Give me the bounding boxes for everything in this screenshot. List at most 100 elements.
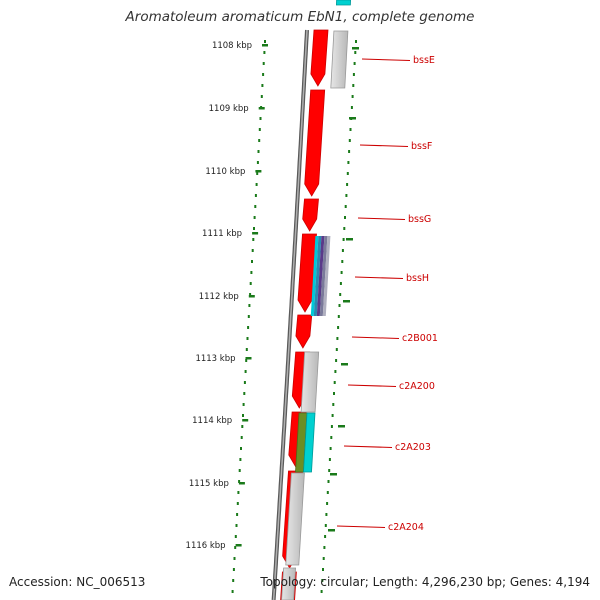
gc-dot-inner <box>247 315 250 318</box>
gc-dot-inner <box>249 282 252 285</box>
gc-dot-inner <box>256 161 259 164</box>
gc-dot-inner <box>245 359 248 362</box>
gc-dot-outer <box>328 469 331 472</box>
gene-label-c2A200: c2A200 <box>399 381 435 392</box>
gc-dot-inner <box>236 513 239 516</box>
kbp-tick-mark <box>235 544 242 547</box>
gc-dot-outer <box>327 480 330 483</box>
gene-leader-line <box>343 445 393 448</box>
gene-label-c2A204: c2A204 <box>388 522 424 533</box>
gene-label-bssG: bssG <box>408 214 431 225</box>
cds-red-4 <box>295 314 313 349</box>
gene-leader-line <box>359 144 409 147</box>
gc-dot-outer <box>322 557 325 560</box>
gc-dot-outer <box>346 172 349 175</box>
kbp-tick-mark <box>242 419 249 422</box>
gc-dot-inner <box>244 370 247 373</box>
gc-dot-inner <box>258 128 261 131</box>
gc-skew-dash <box>343 300 350 303</box>
cds-bssH-stripe-0 <box>310 236 319 316</box>
gc-dot-inner <box>250 271 253 274</box>
gc-dot-outer <box>340 271 343 274</box>
gc-dot-outer <box>332 403 335 406</box>
gc-dot-inner <box>259 117 262 120</box>
gc-dot-inner <box>256 172 259 175</box>
gc-dot-inner <box>240 436 243 439</box>
gc-dot-outer <box>341 249 344 252</box>
gc-dot-outer <box>321 579 324 582</box>
gc-dot-outer <box>339 282 342 285</box>
cds-gray-bssE <box>330 30 349 89</box>
kbp-tick-label: 1109 kbp <box>209 104 249 114</box>
gene-leader-line <box>357 217 406 220</box>
gc-dot-outer <box>331 414 334 417</box>
cds-bssH-stripe-4 <box>322 236 331 316</box>
gc-skew-dash <box>328 529 335 532</box>
kbp-tick-label: 1115 kbp <box>189 479 229 489</box>
gc-dot-inner <box>262 62 265 65</box>
cds-cyan-c2A203 <box>303 412 316 473</box>
gc-dot-outer <box>326 491 329 494</box>
gc-dot-outer <box>353 62 356 65</box>
gc-dot-inner <box>245 348 248 351</box>
kbp-tick-label: 1110 kbp <box>205 167 245 177</box>
gc-dot-outer <box>337 315 340 318</box>
gc-dot-outer <box>344 216 346 219</box>
cds-bssH-stripe-1 <box>313 236 322 316</box>
gc-dot-outer <box>342 238 345 241</box>
kbp-tick-label: 1108 kbp <box>212 41 252 51</box>
gc-dot-outer <box>328 458 331 461</box>
gc-skew-dash <box>349 117 356 120</box>
cds-bssH-stripe-2 <box>316 236 325 316</box>
kbp-tick-mark <box>238 482 245 485</box>
gc-dot-inner <box>263 51 266 54</box>
gene-leader-line <box>351 336 400 339</box>
gc-dot-outer <box>323 546 326 549</box>
kbp-tick-mark <box>245 357 252 360</box>
gc-dot-outer <box>352 84 355 87</box>
gene-leader-line <box>354 276 404 279</box>
gc-dot-inner <box>255 183 258 186</box>
gc-dot-inner <box>235 524 238 527</box>
map-title: Aromatoleum aromaticum EbN1, complete ge… <box>125 9 475 25</box>
gc-dot-outer <box>336 337 339 340</box>
gc-dot-outer <box>333 381 336 384</box>
gc-dot-outer <box>355 40 357 43</box>
gc-dot-inner <box>253 216 256 219</box>
gc-dot-inner <box>258 139 261 142</box>
gc-skew-dash <box>341 363 348 366</box>
gc-dot-inner <box>241 425 244 428</box>
gc-dot-outer <box>349 128 352 131</box>
gc-dot-inner <box>246 337 249 340</box>
topology-text: Topology: circular; Length: 4,296,230 bp… <box>260 575 590 589</box>
gc-skew-dash <box>346 238 353 241</box>
gc-dot-outer <box>350 106 353 109</box>
accession-text: Accession: NC_006513 <box>9 575 146 589</box>
kbp-tick-label: 1112 kbp <box>199 292 239 302</box>
gc-dot-inner <box>233 557 236 560</box>
kbp-tick-label: 1111 kbp <box>202 229 242 239</box>
gc-dot-outer <box>352 73 355 76</box>
gc-dot-outer <box>324 535 327 538</box>
kbp-tick-mark <box>252 232 259 235</box>
kbp-tick-mark <box>255 170 262 173</box>
gc-dot-inner <box>232 568 235 571</box>
gene-label-bssF: bssF <box>411 141 432 152</box>
cds-gray-c2A204 <box>285 472 305 566</box>
gene-label-c2A203: c2A203 <box>395 442 431 453</box>
gc-dot-inner <box>260 95 263 98</box>
gc-dot-outer <box>343 227 346 230</box>
kbp-tick-mark <box>258 107 265 110</box>
cds-red-1 <box>304 89 326 197</box>
gc-dot-outer <box>348 139 351 142</box>
kbp-tick-label: 1113 kbp <box>195 354 235 364</box>
gc-dot-outer <box>322 568 324 571</box>
gc-dot-outer <box>344 205 347 208</box>
gc-dot-inner <box>238 469 241 472</box>
gc-skew-track <box>231 40 359 593</box>
gc-dot-inner <box>257 150 260 153</box>
gc-dot-inner <box>243 392 246 395</box>
gc-dot-inner <box>254 205 257 208</box>
genome-backbone <box>271 29 309 600</box>
gc-dot-outer <box>330 436 333 439</box>
